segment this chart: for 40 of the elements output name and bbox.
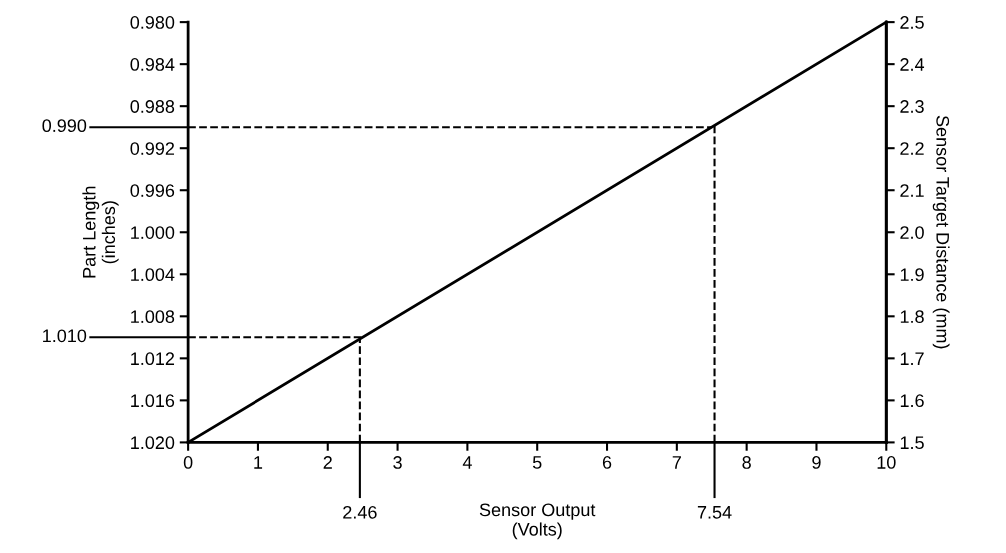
y2-tick-label: 2.0 xyxy=(900,226,924,239)
y2-tick-label: 1.7 xyxy=(900,352,924,365)
x-axis-title: Sensor Output (Volts) xyxy=(479,503,596,540)
x-tick-label: 0 xyxy=(183,456,193,469)
ref-line-label: 0.990 xyxy=(42,119,87,133)
y2-tick-label: 2.1 xyxy=(900,184,924,197)
y2-tick-label: 2.2 xyxy=(900,142,924,155)
y-tick-label: 1.016 xyxy=(131,394,175,408)
ref-line-label: 7.54 xyxy=(697,506,732,519)
x-tick-label: 2 xyxy=(323,456,332,469)
x-tick-label: 10 xyxy=(877,456,896,469)
x-tick-label: 6 xyxy=(602,456,612,469)
ref-line-label: 1.010 xyxy=(43,329,87,343)
y-tick-label: 1.012 xyxy=(131,352,175,366)
y-tick-label: 1.020 xyxy=(131,436,175,450)
y2-tick-label: 1.8 xyxy=(900,310,924,324)
y2-tick-label: 1.9 xyxy=(900,268,924,282)
y2-tick-label: 2.4 xyxy=(900,58,925,71)
x-tick-label: 3 xyxy=(393,456,402,469)
y2-tick-label: 1.5 xyxy=(900,436,924,450)
x-tick-label: 5 xyxy=(532,456,542,469)
y-tick-label: 1.008 xyxy=(131,310,175,324)
y-tick-label: 0.984 xyxy=(130,58,175,71)
y-tick-label: 0.988 xyxy=(130,100,175,113)
x-tick-label: 7 xyxy=(672,456,681,469)
y-axis-title: Part Length (inches) xyxy=(82,186,119,278)
y2-tick-label: 2.5 xyxy=(900,16,924,29)
y2-tick-label: 2.3 xyxy=(900,100,924,113)
x-tick-label: 4 xyxy=(462,456,472,469)
y-tick-label: 0.980 xyxy=(130,16,175,29)
x-tick-label: 1 xyxy=(254,456,263,469)
y-tick-label: 1.000 xyxy=(131,226,175,239)
y-tick-label: 0.996 xyxy=(130,184,175,197)
x-tick-label: 8 xyxy=(742,456,751,469)
x-tick-label: 9 xyxy=(812,456,821,469)
y2-axis-title: Sensor Target Distance (mm) xyxy=(932,115,950,349)
y2-tick-label: 1.6 xyxy=(900,394,924,408)
y-tick-label: 1.004 xyxy=(131,268,175,282)
ref-line-label: 2.46 xyxy=(343,505,377,519)
y-tick-label: 0.992 xyxy=(130,142,175,155)
